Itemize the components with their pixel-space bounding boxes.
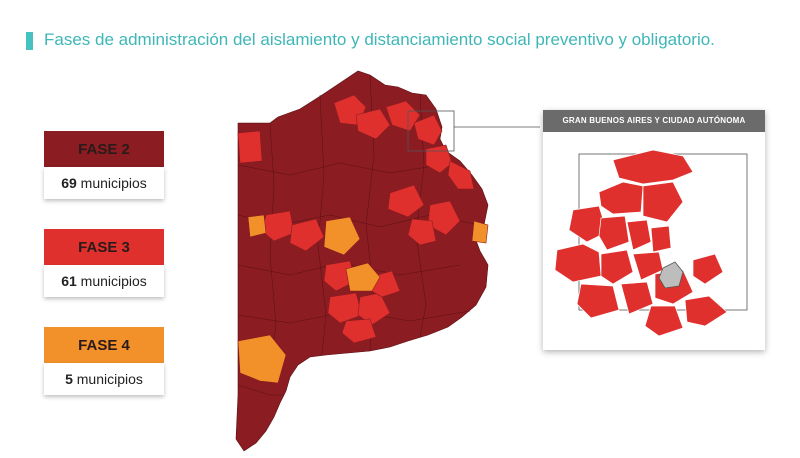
legend-fase-4: FASE 4 5 municipios (44, 327, 164, 395)
legend-fase-3: FASE 3 61 municipios (44, 229, 164, 297)
inset-map (554, 149, 748, 337)
legend-fase-4-label: FASE 4 (44, 327, 164, 363)
inset-header: GRAN BUENOS AIRES Y CIUDAD AUTÓNOMA (543, 110, 765, 132)
legend-fase-4-number: 5 (65, 371, 73, 387)
legend-fase-2-unit: municipios (80, 175, 147, 191)
legend-fase-2-number: 69 (61, 175, 77, 191)
inset-panel: GRAN BUENOS AIRES Y CIUDAD AUTÓNOMA (543, 110, 765, 350)
legend-fase-2-count: 69 municipios (44, 167, 164, 199)
legend-fase-3-number: 61 (61, 273, 77, 289)
fase-3-districts (237, 94, 475, 344)
page-title: Fases de administración del aislamiento … (44, 30, 715, 49)
legend-fase-3-count: 61 municipios (44, 265, 164, 297)
province-shape (235, 70, 489, 452)
legend-fase-3-label: FASE 3 (44, 229, 164, 265)
legend-fase-4-unit: municipios (76, 371, 143, 387)
inset-districts (554, 149, 728, 337)
caba-district (658, 261, 684, 289)
title-accent-bar (26, 32, 33, 50)
legend-fase-2-label: FASE 2 (44, 131, 164, 167)
legend-fase-4-count: 5 municipios (44, 363, 164, 395)
province-map (235, 70, 540, 452)
legend-fase-2: FASE 2 69 municipios (44, 131, 164, 199)
fase-4-districts (237, 214, 489, 384)
inset-indicator-box (407, 110, 455, 152)
legend-fase-3-unit: municipios (80, 273, 147, 289)
